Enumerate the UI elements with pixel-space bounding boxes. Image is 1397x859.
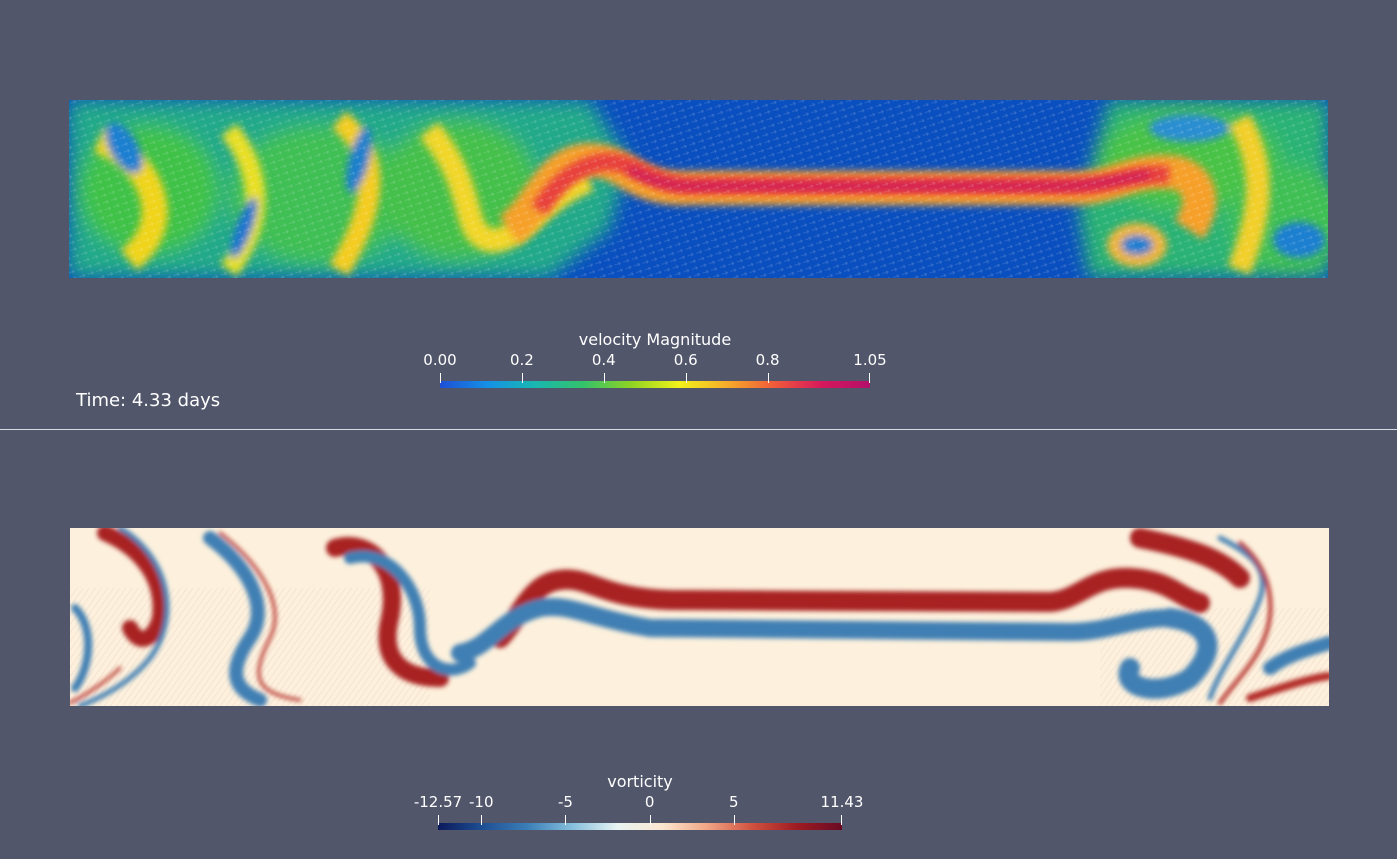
velocity-colorbar-tick-mark — [869, 373, 870, 383]
velocity-colorbar-tick-label: 0.2 — [509, 351, 534, 369]
vorticity-colorbar-tick-mark — [733, 815, 735, 825]
vorticity-colorbar-tick-label: -10 — [469, 793, 494, 811]
vorticity-render-view[interactable]: vorticity -12.57 -10 -5 0 5 11.43 — [0, 430, 1397, 859]
vorticity-colorbar-tick-mark — [649, 815, 651, 825]
time-annotation: Time: 4.33 days — [76, 390, 221, 411]
velocity-colorbar-tick-mark — [603, 373, 605, 383]
velocity-colorbar-tick-label: 0.8 — [755, 351, 780, 369]
velocity-colorbar-tick-mark — [521, 373, 523, 383]
velocity-render-view[interactable]: velocity Magnitude Time: 4.33 days 0.00 0… — [0, 0, 1397, 429]
vorticity-colorbar-tick-mark — [438, 815, 439, 825]
vorticity-colorbar-tick-label: -12.57 — [413, 793, 463, 811]
velocity-colorbar-tick-mark — [440, 373, 441, 383]
velocity-magnitude-field[interactable] — [69, 100, 1328, 278]
vorticity-colorbar-tick-mark — [481, 815, 483, 825]
vorticity-colorbar-tick-label: 5 — [728, 793, 739, 811]
velocity-colorbar-tick-label: 1.05 — [853, 351, 887, 369]
velocity-colorbar-tick-label: 0.6 — [673, 351, 698, 369]
vorticity-colorbar-tick-mark — [565, 815, 567, 825]
velocity-colorbar-tick-label: 0.4 — [591, 351, 616, 369]
vorticity-colorbar[interactable] — [438, 823, 842, 830]
vorticity-colorbar-title: vorticity — [607, 772, 673, 791]
velocity-colorbar-title: velocity Magnitude — [578, 330, 732, 349]
view-splitter[interactable] — [0, 429, 1397, 430]
velocity-colorbar-tick-mark — [685, 373, 687, 383]
velocity-colorbar-tick-label: 0.00 — [423, 351, 457, 369]
velocity-colorbar-tick-mark — [767, 373, 769, 383]
vorticity-colorbar-tick-label: 11.43 — [820, 793, 864, 811]
vorticity-colorbar-tick-mark — [841, 815, 842, 825]
vorticity-colorbar-tick-label: 0 — [644, 793, 655, 811]
vorticity-colorbar-tick-label: -5 — [557, 793, 573, 811]
vorticity-field[interactable] — [70, 528, 1329, 706]
velocity-colorbar[interactable] — [440, 381, 870, 388]
